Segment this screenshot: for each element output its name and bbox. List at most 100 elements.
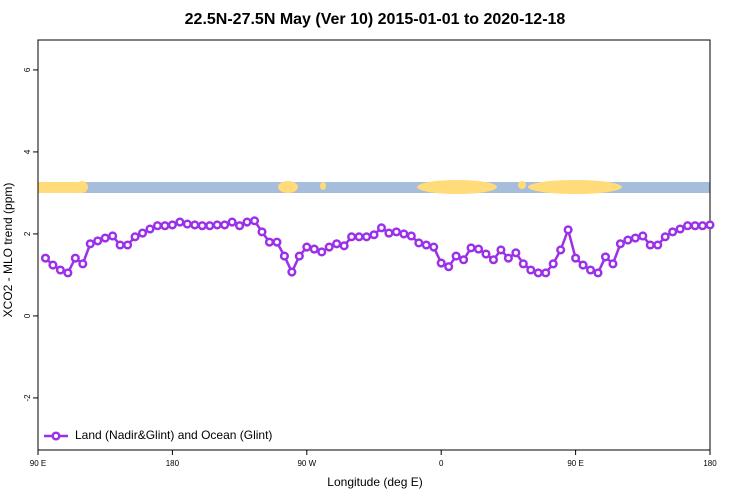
point bbox=[100, 233, 110, 243]
point bbox=[264, 237, 275, 247]
point bbox=[623, 235, 633, 245]
y-axis-label: XCO2 - MLO trend (ppm) bbox=[1, 183, 15, 318]
point bbox=[160, 221, 170, 231]
point bbox=[660, 232, 670, 242]
point bbox=[294, 251, 304, 261]
point bbox=[324, 242, 334, 252]
point bbox=[40, 253, 51, 263]
land bbox=[417, 180, 497, 194]
point bbox=[369, 230, 379, 240]
point bbox=[526, 265, 536, 275]
point bbox=[391, 227, 401, 237]
point bbox=[145, 224, 155, 234]
point bbox=[429, 242, 439, 252]
point bbox=[414, 238, 424, 248]
point bbox=[511, 248, 521, 258]
point bbox=[444, 262, 454, 272]
x-tick-label: 0 bbox=[439, 459, 444, 468]
point bbox=[167, 220, 177, 230]
land bbox=[76, 181, 88, 193]
point bbox=[279, 251, 289, 261]
point bbox=[600, 252, 611, 262]
point bbox=[466, 243, 476, 253]
chart-title: 22.5N-27.5N May (Ver 10) 2015-01-01 to 2… bbox=[185, 11, 566, 28]
land bbox=[278, 181, 298, 193]
point bbox=[556, 245, 566, 255]
point bbox=[518, 259, 528, 269]
point bbox=[451, 251, 461, 261]
point bbox=[533, 268, 543, 278]
point bbox=[399, 229, 409, 239]
point bbox=[563, 225, 573, 235]
point bbox=[683, 221, 693, 231]
y-tick-label: 6 bbox=[23, 67, 32, 72]
point bbox=[481, 249, 491, 259]
point bbox=[608, 259, 618, 269]
point bbox=[130, 232, 140, 242]
point bbox=[645, 240, 655, 250]
point bbox=[630, 233, 640, 243]
point bbox=[488, 255, 499, 265]
point bbox=[436, 258, 446, 268]
legend-label: Land (Nadir&Glint) and Ocean (Glint) bbox=[75, 428, 272, 442]
y-tick-label: 2 bbox=[23, 231, 32, 236]
point bbox=[137, 228, 148, 238]
land bbox=[518, 181, 526, 189]
point bbox=[376, 223, 387, 233]
point bbox=[108, 231, 118, 241]
ocean-band bbox=[38, 182, 710, 193]
point bbox=[585, 265, 596, 275]
point bbox=[675, 224, 685, 234]
point bbox=[212, 220, 222, 230]
y-tick-label: -2 bbox=[23, 394, 32, 402]
plot-frame bbox=[37, 39, 711, 451]
y-tick-label: 0 bbox=[23, 313, 32, 318]
point bbox=[287, 267, 297, 277]
point bbox=[115, 240, 125, 250]
point bbox=[48, 260, 58, 270]
point bbox=[182, 219, 192, 229]
point bbox=[473, 244, 484, 254]
x-tick-label: 90 E bbox=[567, 459, 583, 468]
x-tick-label: 90 E bbox=[30, 459, 46, 468]
point bbox=[302, 242, 312, 252]
point bbox=[175, 217, 185, 227]
y-tick-label: 4 bbox=[23, 149, 32, 154]
point bbox=[152, 221, 163, 231]
point bbox=[690, 221, 700, 231]
x-tick-label: 90 W bbox=[297, 459, 316, 468]
point bbox=[55, 265, 65, 275]
point bbox=[384, 228, 394, 238]
map-strip bbox=[38, 180, 710, 194]
point bbox=[653, 240, 663, 250]
x-tick-label: 180 bbox=[166, 459, 180, 468]
point bbox=[242, 217, 252, 227]
point bbox=[249, 216, 260, 226]
point bbox=[123, 240, 133, 250]
point bbox=[332, 239, 342, 249]
point bbox=[347, 232, 357, 242]
point bbox=[638, 231, 648, 241]
point bbox=[578, 260, 588, 270]
point bbox=[361, 232, 372, 242]
point bbox=[571, 253, 581, 263]
land bbox=[38, 182, 82, 193]
point bbox=[593, 268, 603, 278]
point bbox=[272, 237, 282, 247]
point bbox=[78, 259, 88, 269]
x-axis-label: Longitude (deg E) bbox=[327, 475, 422, 489]
point bbox=[70, 253, 80, 263]
land bbox=[320, 182, 326, 190]
point bbox=[85, 239, 95, 249]
point bbox=[354, 232, 364, 242]
legend-swatch-marker bbox=[51, 431, 61, 441]
point bbox=[309, 244, 319, 254]
point bbox=[317, 247, 327, 257]
point bbox=[496, 245, 506, 255]
point bbox=[406, 231, 416, 241]
point bbox=[93, 236, 103, 246]
point bbox=[541, 268, 551, 278]
point bbox=[257, 227, 267, 237]
point bbox=[63, 268, 73, 278]
